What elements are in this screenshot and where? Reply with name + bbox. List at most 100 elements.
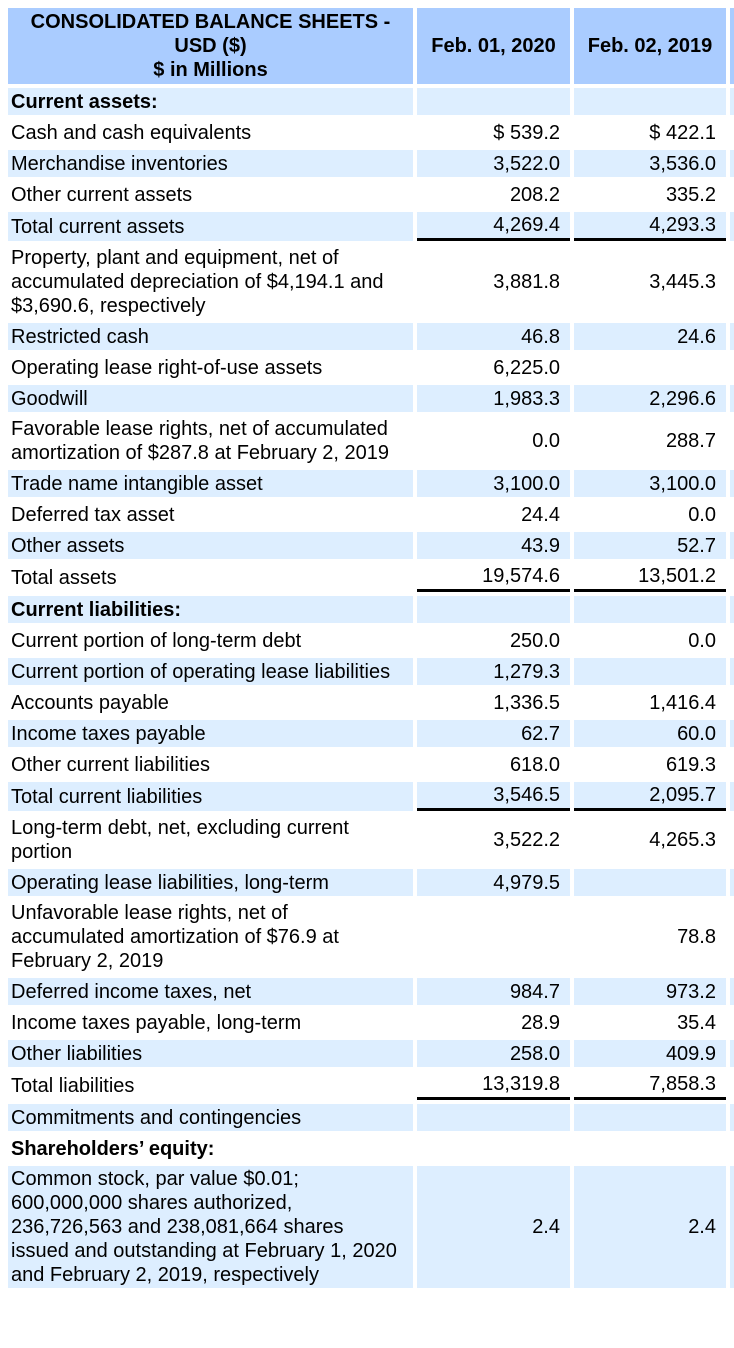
- table-row: Operating lease liabilities, long-term 4,…: [8, 869, 734, 896]
- row-label: Long-term debt, net, excluding current p…: [11, 817, 349, 863]
- row-value-feb-01-2020: 28.9: [521, 1011, 560, 1034]
- table-row: Favorable lease rights, net of accumulat…: [8, 416, 734, 466]
- clipped-column-cell: [730, 627, 734, 654]
- table-row: Goodwill 1,983.3 2,296.6: [8, 385, 734, 412]
- row-label: Cash and cash equivalents: [11, 121, 252, 144]
- clipped-column-cell: [730, 501, 734, 528]
- row-label: Current portion of operating lease liabi…: [8, 658, 413, 685]
- row-value-feb-02-2019: 7,858.3: [574, 1071, 726, 1100]
- row-label: Other assets: [8, 532, 413, 559]
- table-row: Common stock, par value $0.01; 600,000,0…: [8, 1166, 734, 1288]
- row-value-feb-02-2019: [574, 88, 726, 115]
- row-label: Deferred tax asset: [11, 503, 175, 526]
- row-value-feb-01-2020: 3,522.2: [493, 829, 560, 851]
- table-row: Other liabilities 258.0 409.9: [8, 1040, 734, 1067]
- table-row: Commitments and contingencies: [8, 1104, 734, 1131]
- row-label: Total assets: [11, 566, 117, 589]
- row-value-feb-01-2020: 2.4: [417, 1166, 570, 1288]
- row-value-feb-02-2019: 619.3: [665, 753, 716, 776]
- row-value-feb-01-2020: 3,881.8: [493, 271, 560, 293]
- table-row: Income taxes payable 62.7 60.0: [8, 720, 734, 747]
- row-value-feb-02-2019: 4,265.3: [649, 829, 716, 851]
- row-value-feb-01-2020: [417, 1135, 570, 1162]
- clipped-column-cell: [730, 385, 734, 412]
- clipped-column-cell: [730, 1040, 734, 1067]
- clipped-column-cell: [730, 815, 734, 865]
- table-row: Accounts payable 1,336.5 1,416.4: [8, 689, 734, 716]
- table-row: Long-term debt, net, excluding current p…: [8, 815, 734, 865]
- row-label: Deferred income taxes, net: [8, 978, 413, 1005]
- column-header-feb-01-2020: Feb. 01, 2020: [417, 8, 570, 84]
- clipped-column-cell: [730, 470, 734, 497]
- row-value-feb-02-2019: 2.4: [574, 1166, 726, 1288]
- clipped-column-header: [730, 8, 734, 84]
- report-subtitle: $ in Millions: [153, 59, 268, 81]
- row-value-feb-01-2020: 618.0: [509, 753, 560, 776]
- table-row: Cash and cash equivalents $ 539.2 $ 422.1: [8, 119, 734, 146]
- row-value-feb-02-2019: 35.4: [677, 1011, 716, 1034]
- row-value-feb-02-2019: 0.0: [688, 629, 716, 652]
- clipped-column-cell: [730, 720, 734, 747]
- clipped-column-cell: [730, 245, 734, 319]
- row-value-feb-02-2019: 13,501.2: [574, 563, 726, 592]
- row-label: Other current liabilities: [11, 753, 210, 776]
- row-value-feb-01-2020: 46.8: [417, 323, 570, 350]
- row-value-feb-01-2020: 3,100.0: [417, 470, 570, 497]
- row-value-feb-02-2019: [574, 869, 726, 896]
- clipped-column-cell: [730, 323, 734, 350]
- row-label: Current liabilities:: [8, 596, 413, 623]
- row-value-feb-02-2019: 24.6: [574, 323, 726, 350]
- clipped-column-cell: [730, 751, 734, 778]
- row-value-feb-01-2020: 13,319.8: [417, 1071, 570, 1100]
- row-value-feb-02-2019: 60.0: [574, 720, 726, 747]
- row-value-feb-01-2020: 0.0: [532, 430, 560, 452]
- clipped-column-cell: [730, 596, 734, 623]
- row-label: Commitments and contingencies: [8, 1104, 413, 1131]
- report-title-cell: CONSOLIDATED BALANCE SHEETS - USD ($) $ …: [8, 8, 413, 84]
- row-value-feb-01-2020: 4,979.5: [417, 869, 570, 896]
- clipped-column-cell: [730, 1104, 734, 1131]
- table-row: Property, plant and equipment, net of ac…: [8, 245, 734, 319]
- row-label: Unfavorable lease rights, net of accumul…: [11, 902, 339, 972]
- balance-sheet-body: Current assets: Cash and cash equivalents…: [8, 88, 734, 1288]
- row-value-feb-02-2019: [574, 596, 726, 623]
- row-value-feb-01-2020: 24.4: [521, 503, 560, 526]
- row-label: Current assets:: [8, 88, 413, 115]
- clipped-column-cell: [730, 658, 734, 685]
- row-label: Restricted cash: [8, 323, 413, 350]
- table-row: Other current assets 208.2 335.2: [8, 181, 734, 208]
- row-label: Trade name intangible asset: [8, 470, 413, 497]
- row-label: Goodwill: [8, 385, 413, 412]
- table-row: Current portion of long-term debt 250.0 0.…: [8, 627, 734, 654]
- clipped-column-cell: [730, 689, 734, 716]
- row-label: Total current liabilities: [8, 782, 413, 811]
- row-value-feb-01-2020: [417, 88, 570, 115]
- row-label: Current portion of long-term debt: [11, 629, 302, 652]
- row-label: Favorable lease rights, net of accumulat…: [11, 418, 390, 464]
- clipped-column-cell: [730, 1166, 734, 1288]
- table-row: Deferred income taxes, net 984.7 973.2: [8, 978, 734, 1005]
- table-row: Restricted cash 46.8 24.6: [8, 323, 734, 350]
- row-value-feb-02-2019: 3,536.0: [574, 150, 726, 177]
- table-row: Current assets:: [8, 88, 734, 115]
- clipped-column-cell: [730, 119, 734, 146]
- row-label: Property, plant and equipment, net of ac…: [11, 247, 384, 317]
- clipped-column-cell: [730, 532, 734, 559]
- financial-report-page: CONSOLIDATED BALANCE SHEETS - USD ($) $ …: [0, 4, 734, 1292]
- row-value-feb-01-2020: [417, 1104, 570, 1131]
- row-label: Merchandise inventories: [8, 150, 413, 177]
- row-value-feb-01-2020: 6,225.0: [493, 356, 560, 379]
- table-row: Shareholders’ equity:: [8, 1135, 734, 1162]
- table-row: Total liabilities 13,319.8 7,858.3: [8, 1071, 734, 1100]
- clipped-column-cell: [730, 88, 734, 115]
- row-value-feb-01-2020: 258.0: [417, 1040, 570, 1067]
- row-value-feb-01-2020: 3,546.5: [417, 782, 570, 811]
- row-value-feb-01-2020: 1,983.3: [417, 385, 570, 412]
- row-value-feb-02-2019: 2,296.6: [574, 385, 726, 412]
- row-value-feb-02-2019: 288.7: [665, 430, 716, 452]
- clipped-column-cell: [730, 416, 734, 466]
- clipped-column-cell: [730, 1009, 734, 1036]
- row-value-feb-01-2020: 19,574.6: [417, 563, 570, 592]
- row-value-feb-02-2019: 1,416.4: [649, 691, 716, 714]
- row-value-feb-02-2019: [574, 658, 726, 685]
